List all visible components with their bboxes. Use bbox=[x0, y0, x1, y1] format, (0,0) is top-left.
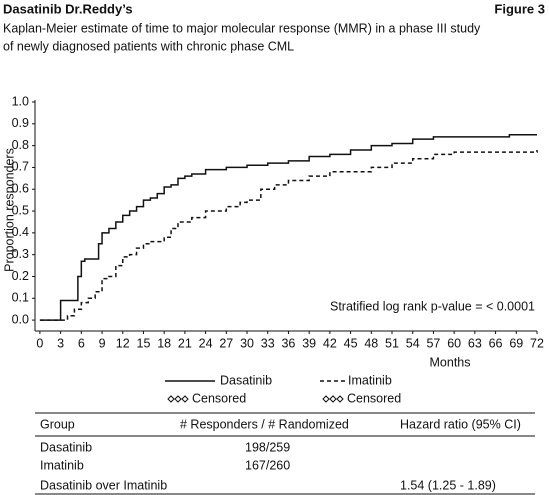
x-tick-label: 15 bbox=[137, 336, 151, 350]
y-tick-label: 0.9 bbox=[12, 116, 29, 130]
table-cell: Imatinib bbox=[40, 458, 84, 472]
table-header: # Responders / # Randomized bbox=[180, 417, 349, 431]
x-tick-label: 3 bbox=[57, 336, 64, 350]
x-tick-label: 45 bbox=[344, 336, 358, 350]
y-tick-label: 0.1 bbox=[12, 291, 29, 305]
x-tick-label: 51 bbox=[385, 336, 399, 350]
x-axis-label: Months bbox=[430, 355, 471, 369]
header-left: Dasatinib Dr.Reddy’s bbox=[3, 1, 133, 16]
y-tick-label: 0.7 bbox=[12, 160, 29, 174]
chart-title: Kaplan-Meier estimate of time to major m… bbox=[3, 21, 481, 35]
x-tick-label: 30 bbox=[240, 336, 254, 350]
km-curve bbox=[39, 133, 537, 321]
x-tick-label: 36 bbox=[281, 336, 295, 350]
y-tick-label: 0.0 bbox=[12, 312, 29, 326]
table-header: Group bbox=[40, 417, 75, 431]
x-tick-label: 48 bbox=[364, 336, 378, 350]
y-axis-label: Proportion responders bbox=[2, 148, 16, 272]
table-cell: 198/259 bbox=[245, 440, 290, 454]
annotation: Stratified log rank p-value = < 0.0001 bbox=[330, 299, 535, 313]
y-tick-label: 0.2 bbox=[12, 269, 29, 283]
x-tick-label: 0 bbox=[36, 336, 43, 350]
legend-censor-marks bbox=[167, 395, 344, 403]
x-tick-label: 66 bbox=[489, 336, 503, 350]
legend-label: Dasatinib bbox=[220, 373, 272, 387]
x-tick-label: 9 bbox=[99, 336, 106, 350]
x-tick-label: 12 bbox=[116, 336, 130, 350]
x-tick-label: 60 bbox=[447, 336, 461, 350]
y-tick-label: 0.6 bbox=[12, 182, 29, 196]
x-tick-label: 69 bbox=[509, 336, 523, 350]
table-cell: Dasatinib over Imatinib bbox=[40, 478, 167, 492]
x-tick-label: 24 bbox=[199, 336, 213, 350]
x-tick-label: 42 bbox=[323, 336, 337, 350]
table-cell: 1.54 (1.25 - 1.89) bbox=[400, 478, 496, 492]
chart-subtitle: of newly diagnosed patients with chronic… bbox=[3, 39, 294, 53]
table-header: Hazard ratio (95% CI) bbox=[400, 417, 521, 431]
y-tick-label: 0.4 bbox=[12, 225, 29, 239]
y-tick-label: 0.8 bbox=[12, 138, 29, 152]
x-tick-label: 57 bbox=[426, 336, 440, 350]
x-tick-label: 39 bbox=[302, 336, 316, 350]
x-tick-label: 6 bbox=[78, 336, 85, 350]
x-tick-label: 33 bbox=[261, 336, 275, 350]
km-curve bbox=[39, 149, 538, 321]
x-tick-label: 72 bbox=[530, 336, 544, 350]
header-right: Figure 3 bbox=[494, 1, 545, 16]
x-tick-label: 27 bbox=[219, 336, 233, 350]
y-tick-label: 0.3 bbox=[12, 247, 29, 261]
table-cell: Dasatinib bbox=[40, 440, 92, 454]
y-tick-label: 1.0 bbox=[12, 94, 29, 108]
x-tick-label: 54 bbox=[406, 336, 420, 350]
x-tick-label: 18 bbox=[157, 336, 171, 350]
x-tick-label: 21 bbox=[178, 336, 192, 350]
x-tick-label: 63 bbox=[468, 336, 482, 350]
y-tick-label: 0.5 bbox=[12, 203, 29, 217]
table-cell: 167/260 bbox=[245, 458, 290, 472]
legend-censored: Censored bbox=[347, 391, 401, 405]
legend-label: Imatinib bbox=[348, 373, 392, 387]
legend-censored: Censored bbox=[192, 391, 246, 405]
